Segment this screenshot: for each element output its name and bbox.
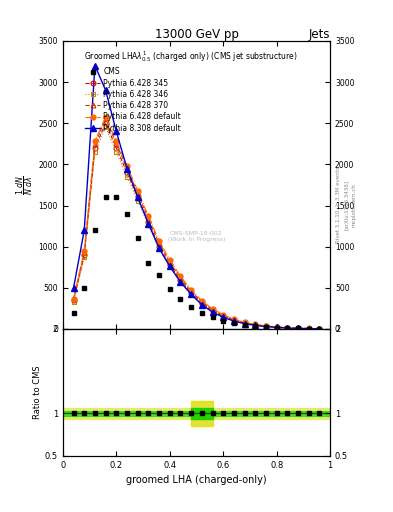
Text: mcplots.cern.ch: mcplots.cern.ch — [352, 183, 357, 227]
Text: Jets: Jets — [309, 28, 330, 41]
Text: Rivet 3.1.10, ≥ 3.3M events: Rivet 3.1.10, ≥ 3.3M events — [336, 166, 341, 243]
Text: [arXiv:1306.3436]: [arXiv:1306.3436] — [344, 180, 349, 230]
Y-axis label: Ratio to CMS: Ratio to CMS — [33, 366, 42, 419]
Bar — [63, 408, 330, 419]
Bar — [191, 408, 213, 419]
X-axis label: groomed LHA (charged-only): groomed LHA (charged-only) — [126, 475, 267, 485]
Text: CMS-SMP-19-002
(Work In Progress): CMS-SMP-19-002 (Work In Progress) — [168, 231, 225, 242]
Bar — [63, 411, 330, 416]
Y-axis label: $\frac{1}{N}\frac{dN}{d\lambda}$: $\frac{1}{N}\frac{dN}{d\lambda}$ — [14, 175, 36, 195]
Text: 13000 GeV pp: 13000 GeV pp — [154, 28, 239, 41]
Text: Groomed LHA$\lambda^1_{0.5}$ (charged only) (CMS jet substructure): Groomed LHA$\lambda^1_{0.5}$ (charged on… — [84, 50, 298, 65]
Bar — [191, 401, 213, 426]
Legend: CMS, Pythia 6.428 345, Pythia 6.428 346, Pythia 6.428 370, Pythia 6.428 default,: CMS, Pythia 6.428 345, Pythia 6.428 346,… — [83, 65, 184, 135]
